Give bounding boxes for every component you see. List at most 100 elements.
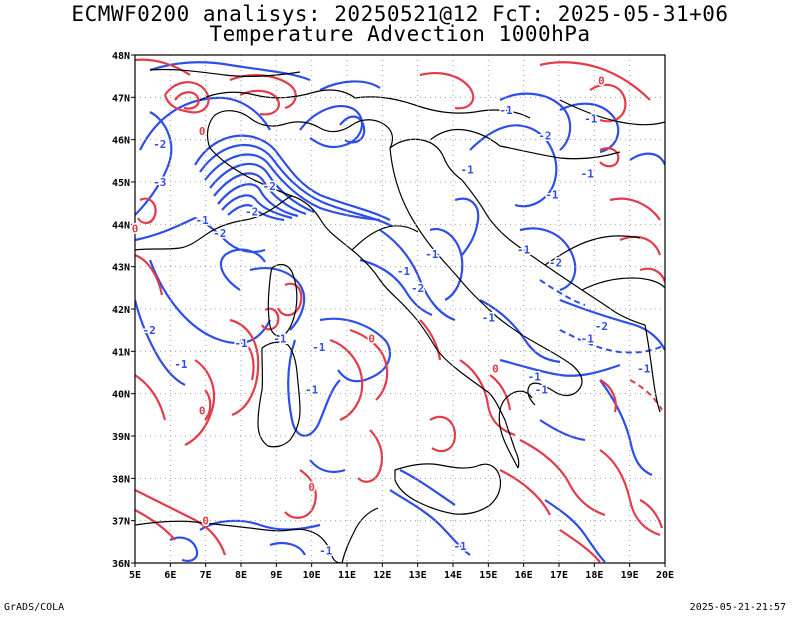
contour-label: 0	[202, 515, 209, 528]
contour-label: -1	[581, 333, 595, 346]
lon-tick-label: 17E	[550, 570, 568, 581]
contour-line	[169, 536, 199, 562]
contour-label: -1	[584, 113, 598, 126]
contour-line	[599, 449, 661, 537]
contour-line	[199, 519, 321, 531]
contour-line	[239, 89, 280, 116]
contour-line	[194, 134, 391, 221]
contour-line	[276, 282, 303, 317]
contour-line	[559, 529, 601, 563]
contour-label: 0	[492, 362, 499, 375]
lat-tick-label: 41N	[112, 347, 130, 358]
coastline-africa	[135, 520, 343, 563]
coastline-tunisia	[341, 507, 379, 563]
contour-line	[204, 389, 212, 421]
contour-line	[629, 379, 663, 411]
contour-line	[379, 229, 456, 322]
contour-line	[217, 183, 299, 218]
lon-tick-label: 6E	[164, 570, 176, 581]
contour-line	[539, 419, 586, 442]
coastline-albania	[644, 324, 661, 413]
coastline-france	[135, 195, 293, 251]
footer-timestamp: 2025-05-21-21:57	[689, 602, 786, 613]
contour-line	[419, 319, 442, 361]
contour-label: -1	[517, 244, 531, 257]
contour-line	[229, 74, 297, 110]
lat-tick-label: 42N	[112, 305, 130, 316]
contour-line	[299, 105, 364, 149]
dashed-contours	[539, 279, 665, 411]
contour-label: -1	[234, 337, 248, 350]
contour-line	[309, 459, 346, 474]
lat-tick-label: 46N	[112, 136, 130, 147]
contour-line	[261, 307, 280, 331]
contour-line	[227, 204, 285, 222]
longitude-axis: 5E 6E 7E 8E 9E 10E 11E 12E 13E 14E 15E 16E 17E 18E 19E…	[129, 563, 674, 581]
contour-line	[499, 92, 572, 151]
positive-contours	[135, 58, 665, 563]
contour-line	[249, 267, 306, 331]
contour-label: -2	[538, 129, 551, 142]
coastline-italy-east	[389, 147, 583, 406]
contour-line	[319, 80, 381, 91]
contour-line	[135, 509, 176, 541]
contour-line	[499, 358, 621, 377]
contour-label: -1	[425, 248, 439, 261]
contour-line	[539, 61, 651, 101]
contour-line	[559, 329, 665, 354]
lon-tick-label: 10E	[303, 570, 321, 581]
latitude-axis: 36N 37N 38N 39N 40N 41N 42N 43N 44N 45N 46N 47N 48N	[112, 51, 135, 570]
contour-label: -2	[245, 206, 258, 219]
contour-label: -1	[482, 311, 496, 324]
contour-label: -1	[312, 341, 326, 354]
border-balkans-3	[581, 277, 665, 291]
contour-label: -1	[305, 383, 319, 396]
contour-label: -1	[499, 104, 513, 117]
contour-line	[349, 328, 389, 401]
lon-tick-label: 14E	[444, 570, 462, 581]
lat-lon-grid	[135, 55, 665, 563]
contour-label: -2	[549, 256, 562, 269]
lat-tick-label: 43N	[112, 263, 130, 274]
lon-tick-label: 16E	[515, 570, 533, 581]
map-title-line-2: Temperature Advection 1000hPa	[209, 22, 591, 46]
contour-line	[559, 102, 620, 154]
border-alps	[206, 110, 394, 149]
contour-label: -1	[196, 214, 210, 227]
contour-line	[139, 96, 271, 151]
coastline-sicily	[394, 463, 502, 515]
contour-line	[359, 258, 433, 317]
contour-label: -1	[581, 168, 595, 181]
lat-tick-label: 39N	[112, 432, 130, 443]
contour-line	[221, 194, 293, 220]
coastline-italy-west	[209, 147, 520, 469]
contour-line	[599, 379, 653, 477]
contour-label: -2	[411, 282, 424, 295]
lat-tick-label: 38N	[112, 474, 130, 485]
contour-label: -1	[545, 189, 559, 202]
contour-line	[609, 197, 661, 221]
contour-line	[174, 91, 200, 110]
contour-line	[287, 339, 341, 437]
contour-label: -1	[273, 333, 287, 346]
contour-labels: -1-1-1-1-1-1-2-1 -1-1-1-1-2-1-1-1-2-1-1-1…	[130, 73, 652, 559]
contour-label: -1	[637, 362, 651, 375]
contour-line	[184, 359, 216, 446]
contour-line	[239, 338, 255, 381]
border-italy-internal	[351, 225, 419, 251]
contour-label: -1	[535, 383, 549, 396]
contour-line	[519, 439, 606, 517]
contour-line	[499, 469, 551, 516]
lon-tick-label: 19E	[621, 570, 639, 581]
contour-label: 0	[199, 405, 206, 418]
contour-line	[199, 143, 393, 227]
contour-label: -1	[528, 371, 542, 384]
contour-line	[454, 197, 480, 256]
contour-line	[319, 317, 392, 383]
coastline-croatia	[461, 179, 646, 326]
map-title-line-1: ECMWF0200 analisys: 20250521@12 FcT: 202…	[71, 2, 729, 26]
contour-line	[135, 299, 186, 386]
contour-line	[479, 299, 561, 364]
contour-label: -1	[319, 544, 333, 557]
